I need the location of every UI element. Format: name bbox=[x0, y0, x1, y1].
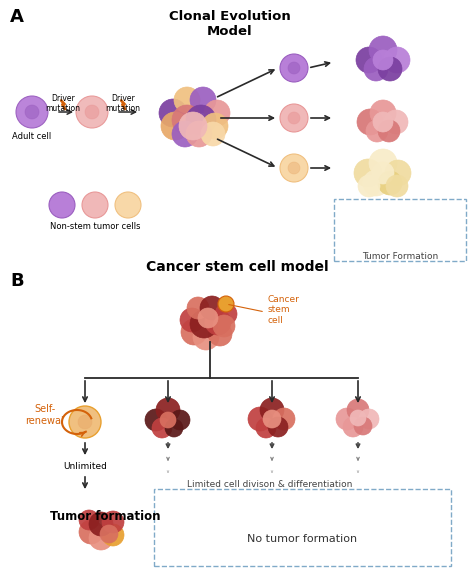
Circle shape bbox=[172, 105, 202, 135]
Text: Tumor Formation: Tumor Formation bbox=[362, 252, 438, 261]
Circle shape bbox=[354, 159, 382, 187]
Circle shape bbox=[156, 398, 180, 422]
Circle shape bbox=[336, 408, 358, 430]
Circle shape bbox=[193, 324, 219, 350]
Circle shape bbox=[354, 417, 372, 435]
Circle shape bbox=[187, 297, 209, 319]
Circle shape bbox=[190, 87, 216, 113]
Circle shape bbox=[263, 410, 281, 428]
Text: Driver
mutation: Driver mutation bbox=[46, 94, 81, 113]
Circle shape bbox=[363, 170, 389, 196]
Circle shape bbox=[102, 511, 124, 533]
Circle shape bbox=[378, 57, 402, 81]
Circle shape bbox=[198, 308, 218, 328]
Circle shape bbox=[205, 309, 231, 335]
Circle shape bbox=[159, 99, 187, 127]
Circle shape bbox=[181, 319, 207, 345]
Circle shape bbox=[78, 415, 92, 429]
Text: No tumor formation: No tumor formation bbox=[247, 534, 357, 544]
Circle shape bbox=[180, 308, 204, 332]
Circle shape bbox=[200, 296, 224, 320]
Text: B: B bbox=[10, 272, 24, 290]
Circle shape bbox=[369, 36, 397, 64]
Circle shape bbox=[179, 112, 207, 140]
Circle shape bbox=[369, 149, 397, 177]
Text: Limited cell divison & differentiation: Limited cell divison & differentiation bbox=[187, 480, 353, 489]
Circle shape bbox=[170, 410, 190, 430]
Circle shape bbox=[256, 418, 276, 438]
Circle shape bbox=[350, 410, 366, 426]
Circle shape bbox=[359, 409, 379, 429]
Text: Adult cell: Adult cell bbox=[12, 132, 52, 141]
Circle shape bbox=[366, 120, 388, 142]
Circle shape bbox=[160, 412, 176, 428]
Circle shape bbox=[215, 303, 237, 325]
Circle shape bbox=[102, 524, 124, 546]
Circle shape bbox=[115, 192, 141, 218]
Text: A: A bbox=[10, 8, 24, 26]
Circle shape bbox=[364, 57, 388, 81]
Circle shape bbox=[288, 62, 300, 74]
Circle shape bbox=[273, 408, 295, 430]
Circle shape bbox=[260, 398, 284, 422]
Circle shape bbox=[370, 100, 396, 126]
Circle shape bbox=[218, 296, 234, 312]
Circle shape bbox=[358, 175, 380, 197]
Circle shape bbox=[79, 520, 103, 544]
Circle shape bbox=[280, 104, 308, 132]
Circle shape bbox=[280, 154, 308, 182]
Circle shape bbox=[384, 110, 408, 134]
Circle shape bbox=[384, 47, 410, 73]
Circle shape bbox=[69, 406, 101, 438]
Circle shape bbox=[186, 121, 212, 147]
Circle shape bbox=[89, 512, 113, 536]
Circle shape bbox=[373, 112, 393, 132]
Circle shape bbox=[161, 112, 189, 140]
Circle shape bbox=[288, 112, 300, 124]
Text: Unlimited: Unlimited bbox=[63, 462, 107, 471]
Circle shape bbox=[16, 96, 48, 128]
Circle shape bbox=[280, 54, 308, 82]
Circle shape bbox=[89, 526, 113, 550]
Circle shape bbox=[186, 105, 216, 135]
Circle shape bbox=[165, 419, 183, 437]
Circle shape bbox=[79, 510, 99, 530]
Circle shape bbox=[25, 105, 39, 119]
Circle shape bbox=[190, 310, 218, 338]
Circle shape bbox=[357, 109, 383, 135]
Circle shape bbox=[82, 192, 108, 218]
Circle shape bbox=[373, 50, 393, 70]
Circle shape bbox=[172, 121, 198, 147]
Circle shape bbox=[76, 96, 108, 128]
Circle shape bbox=[145, 409, 167, 431]
Circle shape bbox=[152, 418, 172, 438]
Text: Cancer
stem
cell: Cancer stem cell bbox=[268, 295, 300, 325]
Circle shape bbox=[248, 407, 272, 431]
Circle shape bbox=[356, 47, 382, 73]
Text: Clonal Evolution
Model: Clonal Evolution Model bbox=[169, 10, 291, 38]
Circle shape bbox=[100, 525, 118, 543]
Circle shape bbox=[268, 417, 288, 437]
Circle shape bbox=[213, 315, 235, 337]
Circle shape bbox=[208, 322, 232, 346]
Text: Tumor formation: Tumor formation bbox=[50, 510, 161, 523]
Circle shape bbox=[174, 87, 200, 113]
Circle shape bbox=[385, 160, 411, 186]
Circle shape bbox=[49, 192, 75, 218]
Circle shape bbox=[204, 100, 230, 126]
Text: Non-stem tumor cells: Non-stem tumor cells bbox=[50, 222, 140, 231]
Text: Cancer stem cell model: Cancer stem cell model bbox=[146, 260, 328, 274]
Circle shape bbox=[288, 162, 300, 174]
Circle shape bbox=[378, 120, 400, 142]
Circle shape bbox=[343, 417, 363, 437]
Text: Self-
renewal: Self- renewal bbox=[26, 404, 64, 426]
Circle shape bbox=[85, 105, 99, 119]
Text: Driver
mutation: Driver mutation bbox=[106, 94, 140, 113]
Circle shape bbox=[378, 171, 402, 195]
Circle shape bbox=[372, 162, 394, 184]
Circle shape bbox=[202, 113, 228, 139]
Circle shape bbox=[347, 399, 369, 421]
Circle shape bbox=[386, 175, 408, 197]
Circle shape bbox=[201, 122, 225, 146]
